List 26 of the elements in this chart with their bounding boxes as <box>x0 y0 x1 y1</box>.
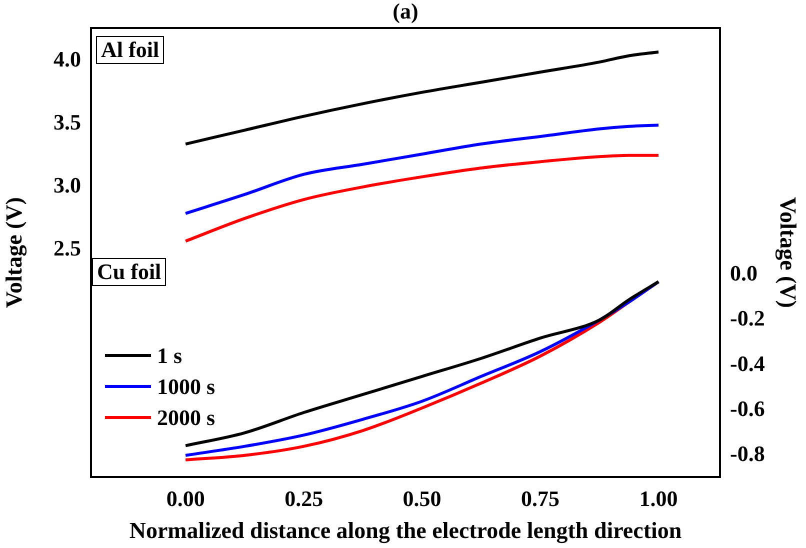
y2-tick-label: -0.2 <box>730 306 765 331</box>
y-tick-label: 3.0 <box>54 172 81 198</box>
y-tick-label: 2.5 <box>54 236 81 261</box>
y2-tick-label: -0.4 <box>730 350 765 376</box>
y-tick-label: 3.5 <box>54 110 81 135</box>
y2-axis-title: Voltage (V) <box>774 197 800 308</box>
line-series <box>184 50 660 146</box>
y2-tick-label: 0.0 <box>730 260 758 286</box>
annotation: Al foil <box>96 36 164 64</box>
y-axis-title: Voltage (V) <box>2 197 28 308</box>
line-series <box>184 154 660 243</box>
legend-label: 2000 s <box>157 404 216 432</box>
x-tick-label: 0.75 <box>521 486 560 511</box>
annotation: Cu foil <box>92 258 166 286</box>
x-tick-label: 0.50 <box>402 486 442 511</box>
x-tick-label: 0.25 <box>284 486 324 511</box>
line-series <box>184 124 660 215</box>
x-tick-label: 0.00 <box>166 486 205 511</box>
y2-tick-label: -0.8 <box>730 441 765 466</box>
legend-label: 1000 s <box>157 373 216 401</box>
x-tick-label: 1.00 <box>639 486 678 511</box>
x-axis-title: Normalized distance along the electrode length direction <box>129 518 682 544</box>
chart-title: (a) <box>392 0 418 24</box>
y2-tick-label: -0.6 <box>730 396 765 421</box>
legend-label: 1 s <box>157 342 182 370</box>
y-tick-label: 4.0 <box>54 46 81 72</box>
